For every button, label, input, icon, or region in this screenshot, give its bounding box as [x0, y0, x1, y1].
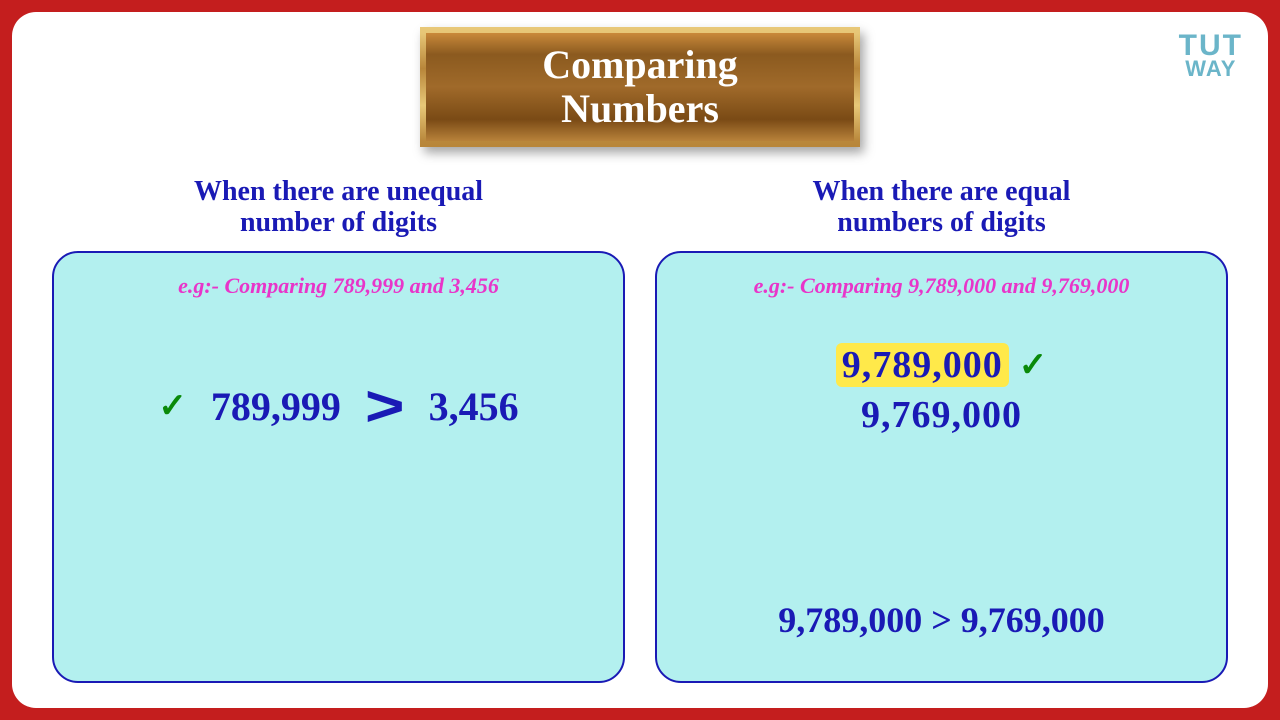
right-result: 9,789,000 > 9,769,000: [657, 599, 1226, 641]
right-row-b: 9,769,000: [861, 393, 1022, 437]
title-line-1: Comparing: [542, 42, 738, 87]
check-icon: ✓: [1019, 348, 1048, 382]
right-number-stack: 9,789,000 ✓ 9,769,000: [657, 343, 1226, 437]
logo-line-2: WAY: [1179, 59, 1243, 79]
content-frame: TUT WAY Comparing Numbers When there are…: [12, 12, 1268, 708]
title-plaque: Comparing Numbers: [420, 27, 860, 147]
left-example: e.g:- Comparing 789,999 and 3,456: [72, 273, 605, 299]
check-icon: ✓: [158, 389, 187, 423]
left-comparison-row: ✓ 789,999 > 3,456: [54, 383, 623, 430]
left-number-b: 3,456: [429, 383, 519, 430]
right-number-a: 9,789,000: [836, 343, 1009, 387]
brand-logo: TUT WAY: [1179, 32, 1243, 79]
left-panel: e.g:- Comparing 789,999 and 3,456 ✓ 789,…: [52, 251, 625, 683]
right-row-a: 9,789,000 ✓: [836, 343, 1048, 387]
right-header-l2: numbers of digits: [837, 207, 1045, 238]
left-number-a: 789,999: [211, 383, 341, 430]
column-unequal: When there are unequal number of digits …: [52, 177, 625, 683]
title-line-2: Numbers: [561, 86, 719, 131]
right-example: e.g:- Comparing 9,789,000 and 9,769,000: [675, 273, 1208, 299]
column-equal: When there are equal numbers of digits e…: [655, 177, 1228, 683]
logo-line-1: TUT: [1179, 32, 1243, 59]
left-header: When there are unequal number of digits: [194, 177, 483, 239]
left-header-l2: number of digits: [240, 207, 437, 238]
right-header-l1: When there are equal: [813, 176, 1071, 207]
right-number-b: 9,769,000: [861, 393, 1022, 437]
page-title: Comparing Numbers: [446, 43, 834, 131]
greater-than-icon: >: [365, 389, 405, 424]
right-panel: e.g:- Comparing 9,789,000 and 9,769,000 …: [655, 251, 1228, 683]
right-header: When there are equal numbers of digits: [813, 177, 1071, 239]
columns-container: When there are unequal number of digits …: [52, 177, 1228, 683]
left-header-l1: When there are unequal: [194, 176, 483, 207]
